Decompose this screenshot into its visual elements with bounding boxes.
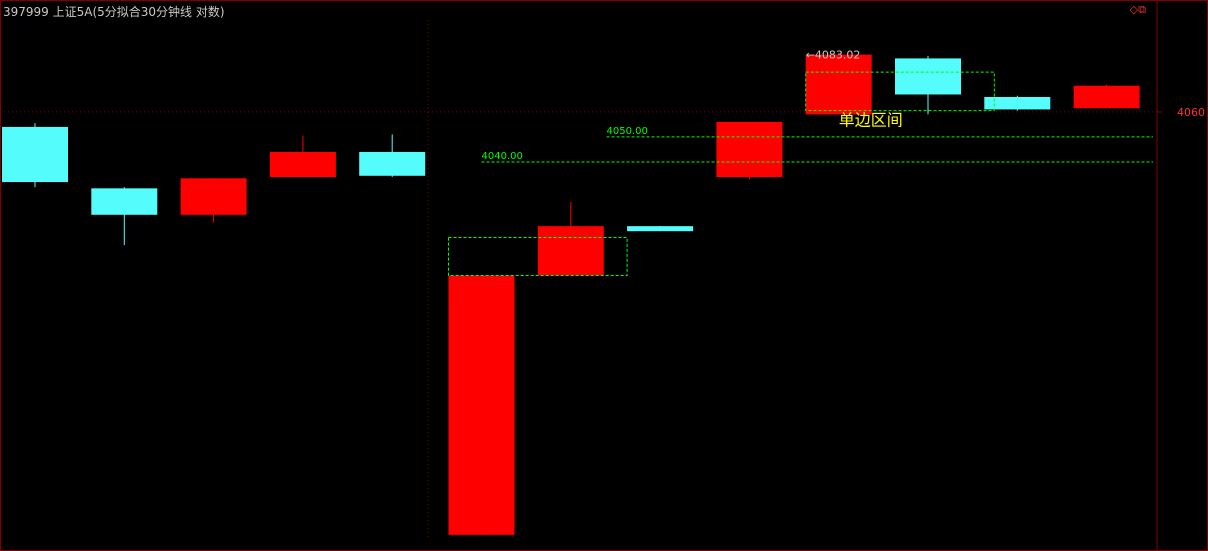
candle-body	[895, 58, 961, 95]
candle-body	[627, 226, 694, 232]
candle-body	[805, 54, 872, 115]
range-box	[805, 71, 995, 112]
level-label: 4040.00	[482, 151, 523, 162]
y-tick-label: 4060	[1177, 106, 1205, 119]
candle-body	[91, 188, 158, 215]
range-box	[448, 237, 628, 276]
candle-body	[180, 178, 247, 215]
candle-body	[269, 151, 336, 178]
region-label: 单边区间	[839, 111, 903, 130]
candle-body	[1073, 85, 1140, 109]
candle-body	[716, 121, 783, 178]
high-price-marker: ←4083.02	[806, 49, 861, 62]
window-controls[interactable]: ◇⧉	[1130, 3, 1146, 17]
level-label: 4050.00	[607, 126, 648, 137]
diamond-icon[interactable]: ◇	[1129, 3, 1139, 16]
candle-body	[2, 126, 68, 183]
candle-body	[984, 96, 1051, 110]
candle-body	[537, 226, 604, 276]
chart-title: 397999 上证5A(5分拟合30分钟线 对数)	[3, 5, 225, 19]
candle-body	[359, 151, 426, 176]
candle-body	[448, 275, 515, 535]
restore-window-icon[interactable]: ⧉	[1138, 3, 1146, 16]
